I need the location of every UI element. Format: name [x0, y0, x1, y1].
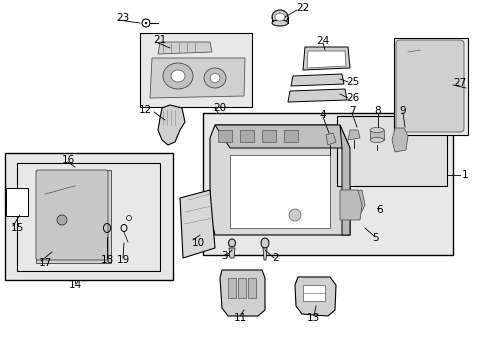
- Bar: [284, 130, 297, 142]
- Bar: [247, 278, 256, 298]
- Bar: [203, 113, 452, 255]
- Text: 2: 2: [271, 253, 278, 263]
- Polygon shape: [215, 125, 349, 148]
- Polygon shape: [290, 74, 343, 86]
- Polygon shape: [391, 128, 407, 152]
- Ellipse shape: [203, 68, 225, 88]
- Ellipse shape: [57, 215, 67, 225]
- Ellipse shape: [142, 19, 150, 27]
- Text: 10: 10: [192, 238, 204, 248]
- Polygon shape: [306, 51, 346, 68]
- Polygon shape: [209, 125, 349, 235]
- Bar: [17, 163, 160, 271]
- Polygon shape: [339, 190, 361, 220]
- Ellipse shape: [171, 70, 184, 82]
- Ellipse shape: [209, 73, 220, 82]
- Ellipse shape: [369, 138, 383, 143]
- Polygon shape: [158, 105, 184, 145]
- Bar: [5, 153, 173, 280]
- Text: 16: 16: [61, 155, 75, 165]
- Ellipse shape: [145, 22, 147, 24]
- Bar: [369, 130, 383, 140]
- Text: 5: 5: [371, 233, 378, 243]
- Bar: [238, 278, 245, 298]
- Text: 21: 21: [153, 35, 166, 45]
- Text: 24: 24: [316, 36, 329, 46]
- Text: 4: 4: [319, 110, 325, 120]
- Polygon shape: [287, 89, 346, 102]
- Bar: [393, 38, 467, 135]
- Polygon shape: [180, 190, 215, 258]
- Text: 22: 22: [295, 3, 308, 13]
- Polygon shape: [150, 58, 244, 98]
- Text: 23: 23: [116, 13, 129, 23]
- Text: 12: 12: [139, 105, 152, 115]
- Text: 14: 14: [68, 280, 81, 290]
- Ellipse shape: [274, 13, 285, 21]
- Text: 9: 9: [399, 106, 406, 116]
- Text: 8: 8: [374, 106, 381, 116]
- Bar: [303, 285, 325, 301]
- Text: 15: 15: [11, 223, 24, 233]
- Ellipse shape: [271, 10, 287, 24]
- Ellipse shape: [228, 239, 235, 247]
- Polygon shape: [228, 248, 235, 258]
- Text: 11: 11: [233, 313, 246, 323]
- Polygon shape: [342, 190, 364, 215]
- Text: 17: 17: [39, 258, 52, 268]
- Text: 27: 27: [452, 78, 465, 88]
- Text: 3: 3: [221, 251, 227, 261]
- Text: 18: 18: [100, 255, 113, 265]
- Ellipse shape: [163, 63, 193, 89]
- Ellipse shape: [369, 127, 383, 132]
- Text: 1: 1: [461, 170, 468, 180]
- Bar: [36, 170, 111, 263]
- Text: 7: 7: [348, 106, 355, 116]
- Bar: [140, 33, 251, 107]
- Text: 6: 6: [375, 205, 382, 215]
- FancyBboxPatch shape: [36, 170, 108, 260]
- Ellipse shape: [271, 20, 287, 26]
- Bar: [262, 130, 275, 142]
- Polygon shape: [303, 47, 349, 70]
- Ellipse shape: [261, 238, 268, 248]
- Bar: [240, 130, 253, 142]
- Polygon shape: [347, 130, 359, 140]
- Text: 25: 25: [346, 77, 359, 87]
- Bar: [6, 188, 28, 216]
- Polygon shape: [325, 133, 335, 145]
- Polygon shape: [220, 270, 264, 316]
- Bar: [218, 130, 231, 142]
- Polygon shape: [158, 42, 212, 54]
- Text: 20: 20: [213, 103, 225, 113]
- Text: 19: 19: [116, 255, 129, 265]
- Polygon shape: [339, 125, 349, 235]
- Ellipse shape: [288, 209, 301, 221]
- Polygon shape: [229, 155, 329, 228]
- Polygon shape: [294, 277, 335, 316]
- Polygon shape: [263, 248, 266, 260]
- Bar: [336, 116, 446, 186]
- Text: 26: 26: [346, 93, 359, 103]
- Text: 13: 13: [306, 313, 319, 323]
- Bar: [227, 278, 236, 298]
- FancyBboxPatch shape: [395, 40, 463, 132]
